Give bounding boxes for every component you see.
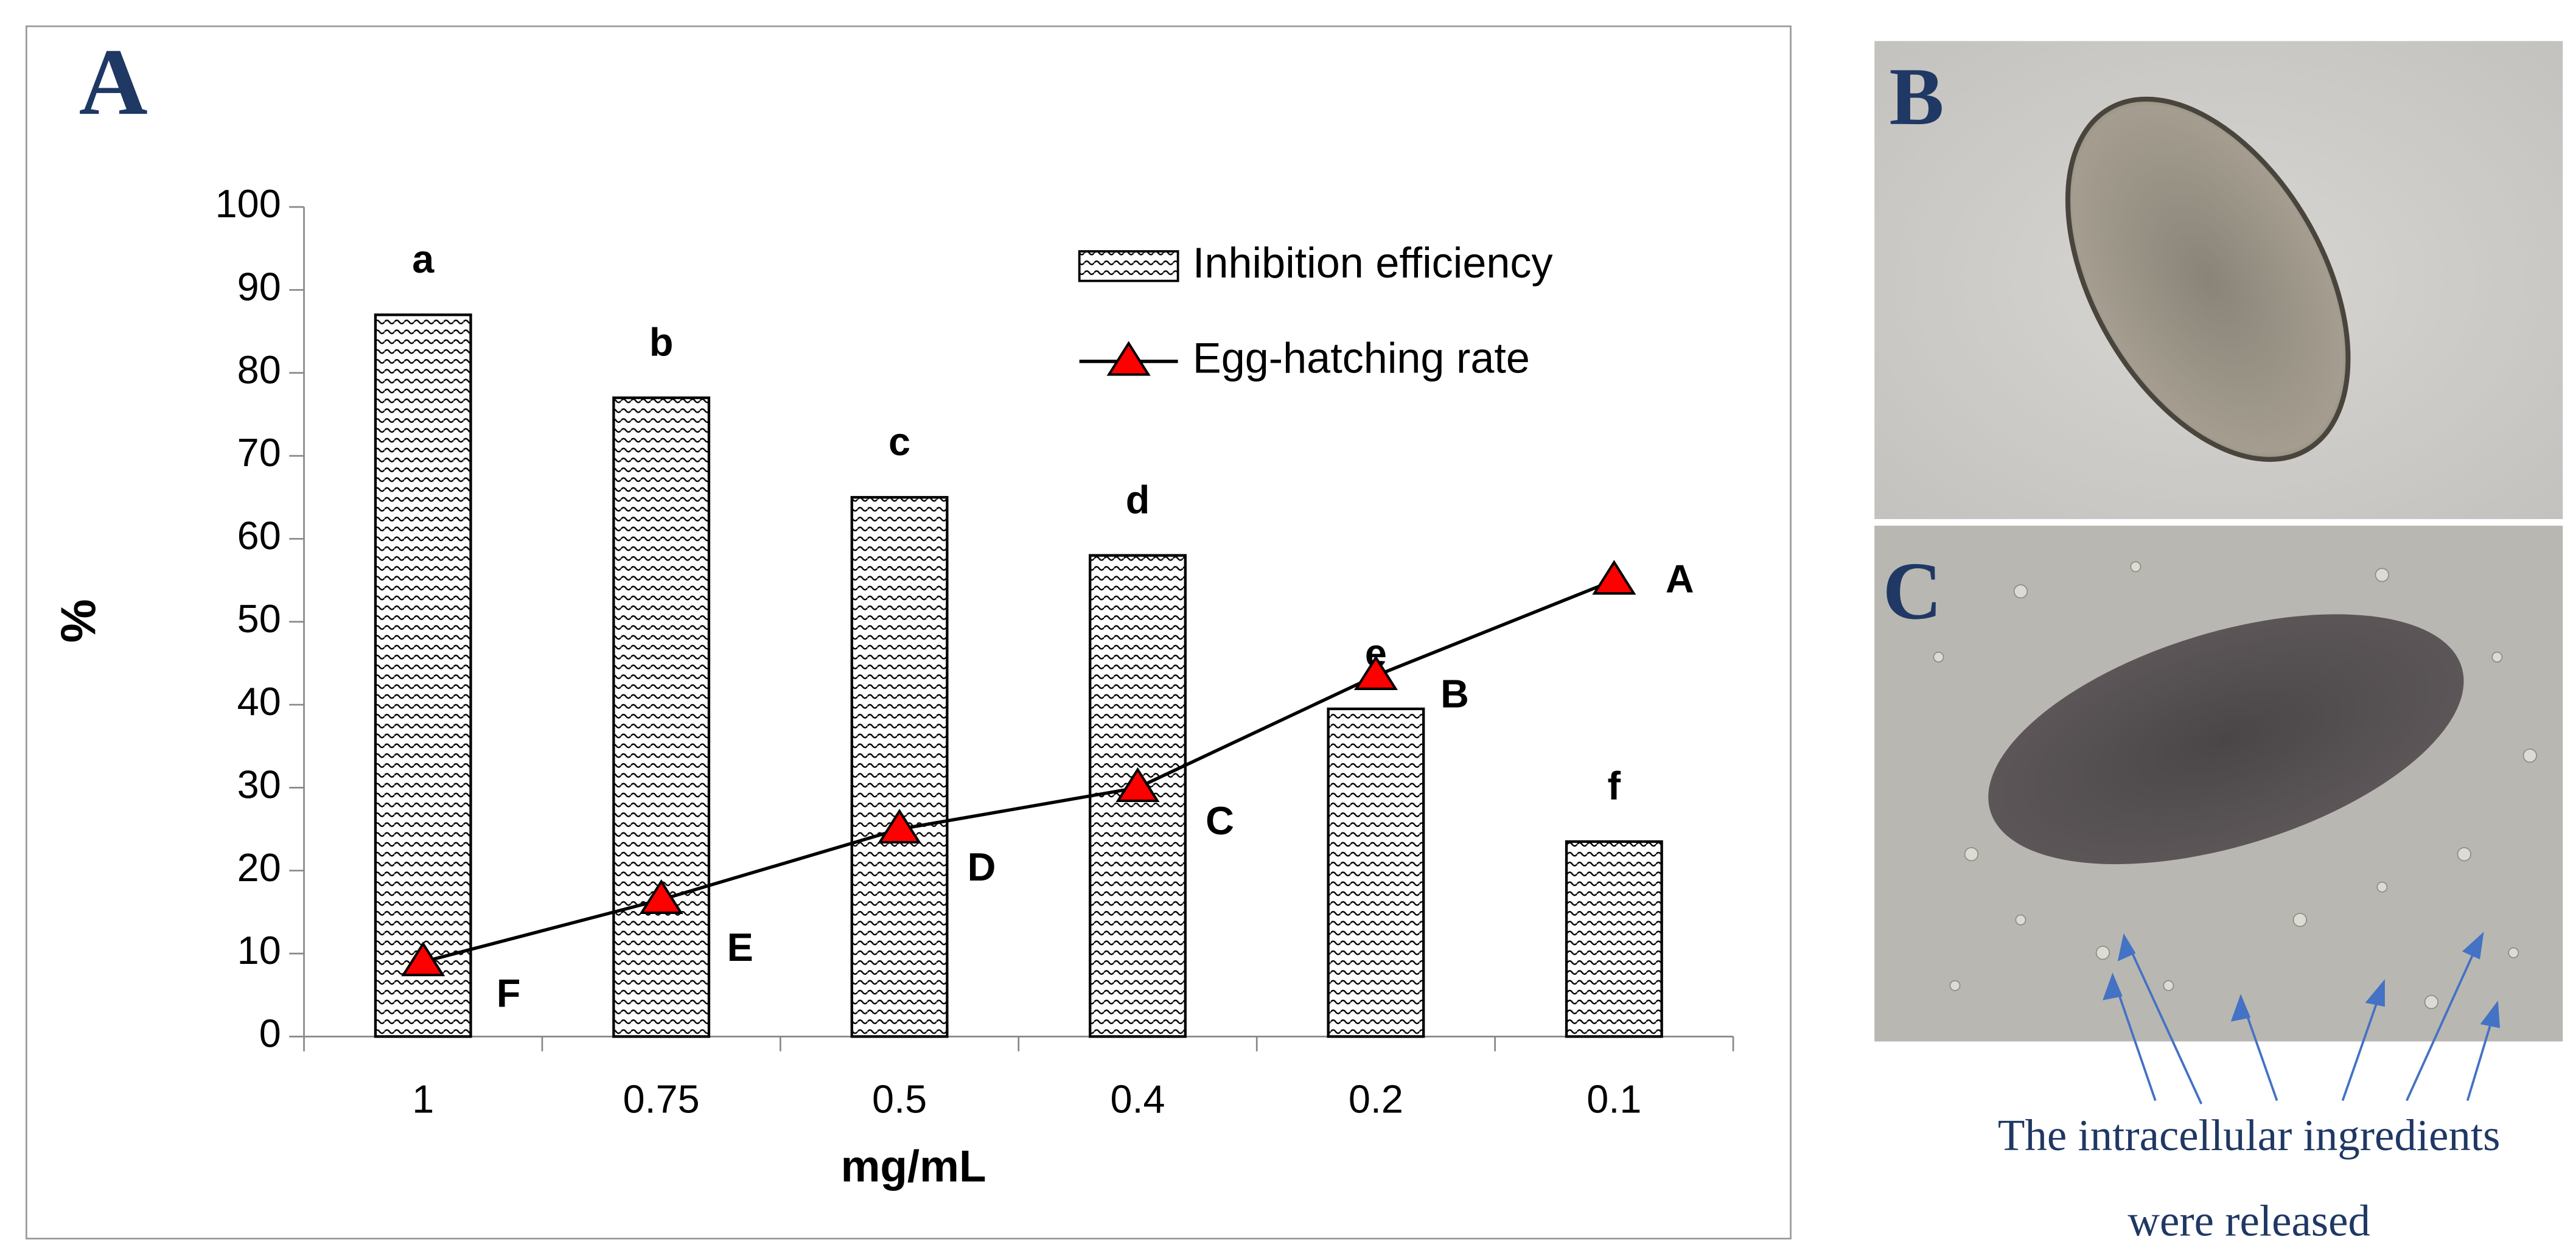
legend-marker	[1106, 341, 1151, 376]
panel-label: B	[1889, 52, 1944, 142]
bar	[612, 396, 711, 1038]
annotation: The intracellular ingredients	[1998, 1111, 2501, 1160]
annotation: were released	[2127, 1196, 2370, 1246]
x-tick-label: 0.4	[1110, 1076, 1165, 1121]
y-axis-label: %	[51, 599, 106, 643]
panel-label: A	[79, 29, 148, 134]
arrows	[2103, 932, 2501, 1104]
point-letter: B	[1440, 672, 1469, 716]
x-tick-label: 0.75	[623, 1076, 700, 1121]
point-letter: A	[1666, 556, 1694, 601]
bar-letter: f	[1608, 764, 1621, 808]
bar	[1565, 840, 1663, 1038]
y-tick-label: 90	[237, 265, 281, 309]
photo-c	[1874, 525, 2563, 1042]
y-tick-label: 80	[237, 347, 281, 392]
bar-letter: c	[888, 419, 910, 464]
bar-letter: a	[412, 237, 435, 281]
line	[422, 579, 1615, 964]
legend-label: Egg-hatching rate	[1193, 333, 1530, 382]
x-tick-label: 0.1	[1586, 1076, 1641, 1121]
y-tick-label: 30	[237, 762, 281, 806]
y-tick-label: 70	[237, 430, 281, 475]
panel-label: C	[1883, 546, 1942, 637]
y-tick-label: 100	[215, 181, 281, 226]
y-tick-label: 10	[237, 928, 281, 972]
bar	[374, 313, 472, 1038]
bar-letter: b	[649, 319, 674, 364]
marker	[639, 879, 683, 915]
bar	[1327, 707, 1425, 1038]
y-tick-label: 0	[259, 1011, 281, 1055]
point-letter: C	[1206, 798, 1234, 843]
y-tick-label: 50	[237, 596, 281, 641]
x-tick-label: 1	[412, 1076, 434, 1121]
bar-letter: d	[1126, 477, 1150, 522]
marker	[1353, 655, 1398, 690]
marker	[1592, 560, 1636, 595]
marker	[878, 809, 922, 844]
marker	[401, 941, 445, 977]
y-tick-label: 60	[237, 514, 281, 558]
x-tick-label: 0.5	[872, 1076, 927, 1121]
legend-label: Inhibition efficiency	[1193, 239, 1553, 287]
x-tick-label: 0.2	[1349, 1076, 1403, 1121]
y-tick-label: 20	[237, 845, 281, 890]
point-letter: D	[968, 845, 996, 889]
marker	[1115, 767, 1160, 803]
x-axis-label: mg/mL	[841, 1142, 986, 1191]
y-tick-label: 40	[237, 679, 281, 724]
point-letter: F	[497, 971, 521, 1015]
point-letter: E	[727, 925, 753, 969]
legend-swatch	[1078, 250, 1179, 282]
photo-b	[1874, 41, 2563, 520]
bar	[850, 496, 949, 1038]
